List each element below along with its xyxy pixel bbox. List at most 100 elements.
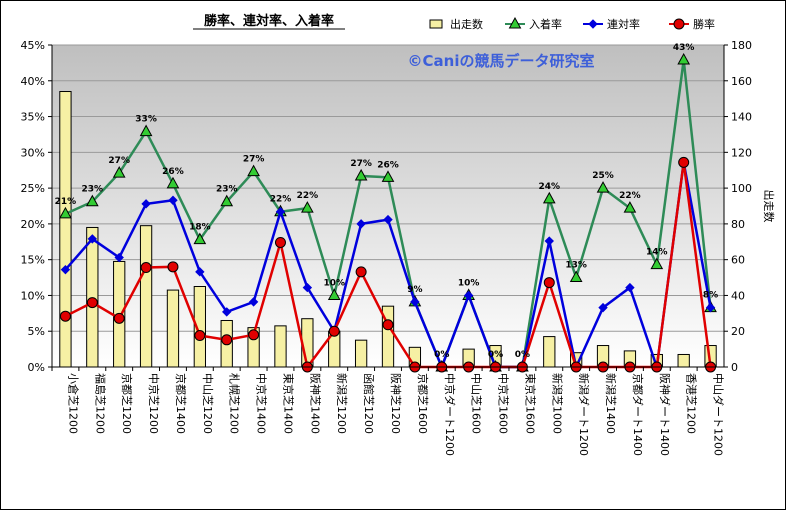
- point-marker: [705, 302, 716, 313]
- point-marker: [274, 236, 286, 248]
- data-label: 27%: [243, 155, 265, 165]
- data-label: 43%: [673, 43, 695, 53]
- right-tick-label: 60: [731, 254, 745, 267]
- point-marker: [85, 194, 99, 207]
- point-marker: [463, 290, 474, 301]
- x-tick-label: 東京芝1400: [281, 373, 295, 434]
- point-marker: [356, 219, 366, 229]
- bar: [677, 353, 690, 368]
- data-label: 10%: [458, 278, 480, 288]
- data-labels: 21% 23% 27% 33% 26% 18% 23% 27% 22% 22% 10% 27% 26% 9…: [55, 43, 719, 360]
- point-marker: [383, 214, 393, 225]
- data-label: 21%: [55, 197, 77, 207]
- point-marker: [328, 325, 340, 337]
- data-label: 10%: [323, 278, 345, 288]
- point-marker: [678, 156, 690, 168]
- right-tick-label: 0: [731, 361, 738, 374]
- data-label: 26%: [162, 167, 184, 177]
- x-tick-label: 中山ダート1200: [712, 373, 726, 456]
- x-tick-label: 阪神ダート1400: [658, 373, 672, 456]
- left-tick-label: 5%: [28, 325, 45, 338]
- x-tick-label: 中京芝1600: [497, 373, 511, 434]
- right-axis-title: 出走数: [762, 190, 776, 223]
- x-tick-label: 札幌芝1200: [228, 373, 242, 434]
- axes: 0% 5% 10% 15% 20% 25% 30% 35% 40% 45% 0 20 40 60 80 100…: [21, 39, 752, 456]
- data-label: 23%: [82, 185, 104, 195]
- point-marker: [139, 124, 153, 137]
- point-marker: [166, 176, 180, 189]
- legend-swatch: [429, 19, 443, 29]
- bar: [59, 91, 72, 368]
- bar: [274, 325, 287, 368]
- x-tick-label: 中京ダート1200: [443, 373, 457, 456]
- point-marker: [327, 288, 341, 300]
- data-label: 13%: [565, 261, 587, 271]
- chart-title: 勝率、連対率、入着率: [204, 13, 334, 29]
- x-tick-label: 中山芝1200: [201, 373, 214, 434]
- point-marker: [381, 170, 395, 182]
- left-tick-label: 10%: [21, 289, 45, 302]
- x-tick-label: 新潟芝1400: [604, 373, 618, 434]
- point-marker: [544, 236, 554, 246]
- right-tick-label: 80: [731, 218, 745, 231]
- point-marker: [194, 330, 206, 342]
- point-marker: [301, 201, 314, 213]
- point-marker: [410, 297, 420, 307]
- point-marker: [625, 282, 635, 293]
- bar: [543, 336, 556, 368]
- point-marker: [248, 329, 260, 341]
- point-marker: [650, 257, 664, 270]
- point-marker: [543, 277, 555, 289]
- x-tick-label: 福島芝1200: [93, 373, 107, 434]
- point-marker: [168, 195, 178, 205]
- right-tick-label: 160: [731, 75, 752, 88]
- x-tick-label: 新潟芝1200: [335, 373, 349, 434]
- point-marker: [247, 164, 260, 177]
- point-marker: [59, 206, 72, 219]
- data-label: 25%: [592, 171, 614, 181]
- x-tick-label: 新潟芝1000: [550, 373, 564, 434]
- point-marker: [59, 310, 71, 322]
- data-label: 8%: [703, 291, 718, 301]
- point-marker: [193, 232, 207, 245]
- point-marker: [114, 252, 124, 263]
- left-tick-label: 20%: [21, 218, 45, 231]
- point-marker: [354, 168, 368, 181]
- legend-label: 勝率: [693, 17, 715, 31]
- data-label: 24%: [539, 182, 561, 192]
- left-tick-label: 15%: [21, 254, 45, 267]
- point-marker: [677, 52, 691, 65]
- right-tick-label: 120: [731, 146, 752, 159]
- data-label: 0%: [488, 350, 503, 360]
- legend: 出走数 入着率 連対率 勝率: [429, 16, 715, 31]
- data-label: 14%: [646, 248, 668, 258]
- x-tick-label: 阪神芝1400: [308, 373, 322, 434]
- right-tick-label: 20: [731, 325, 745, 338]
- bar: [166, 289, 180, 368]
- data-label: 9%: [407, 285, 422, 295]
- point-marker: [673, 18, 685, 30]
- x-tick-label: 京都芝1600: [416, 373, 430, 434]
- x-tick-label: 函館芝1200: [362, 373, 376, 434]
- left-tick-label: 25%: [21, 182, 45, 195]
- x-tick-label: 小倉芝1200: [66, 373, 80, 434]
- data-label: 0%: [434, 350, 449, 360]
- x-tick-label: 中京芝1200: [147, 373, 161, 434]
- data-label: 18%: [189, 223, 211, 233]
- point-marker: [140, 262, 152, 274]
- point-marker: [508, 16, 522, 29]
- point-marker: [221, 334, 233, 346]
- data-label: 26%: [377, 160, 399, 170]
- x-tick-label: 京都ダート1400: [631, 373, 645, 456]
- x-tick-label: 京都芝1200: [120, 373, 134, 434]
- left-tick-label: 35%: [21, 111, 45, 124]
- watermark: ©Caniの競馬データ研究室: [408, 52, 595, 70]
- data-label: 27%: [350, 159, 372, 169]
- bar: [139, 225, 153, 368]
- left-tick-label: 30%: [21, 146, 45, 159]
- left-tick-label: 45%: [21, 39, 45, 52]
- point-marker: [355, 266, 367, 278]
- x-tick-label: 中京芝1400: [255, 373, 269, 434]
